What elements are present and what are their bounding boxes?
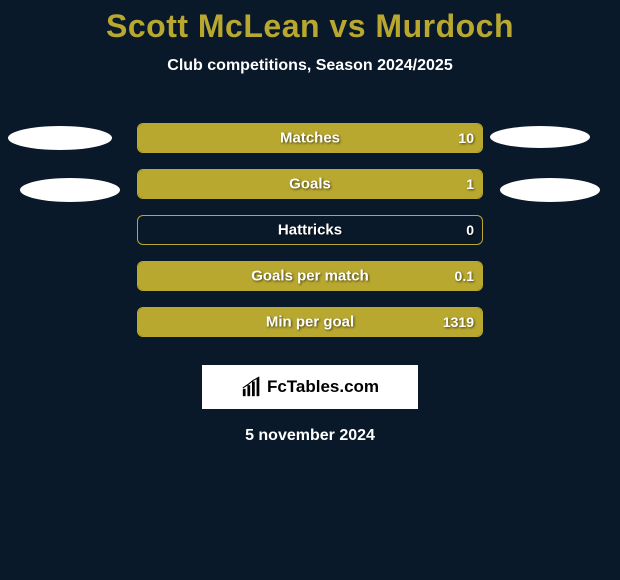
chart-icon bbox=[241, 376, 263, 398]
stat-label: Hattricks bbox=[278, 222, 342, 239]
date-text: 5 november 2024 bbox=[0, 427, 620, 445]
stat-value-right: 10 bbox=[458, 130, 474, 146]
stat-label: Goals bbox=[289, 176, 331, 193]
decorative-ellipse bbox=[20, 178, 120, 202]
stat-bar: Min per goal 1319 bbox=[137, 307, 483, 337]
stat-bar: Matches 10 bbox=[137, 123, 483, 153]
stat-row: Hattricks 0 bbox=[0, 207, 620, 253]
decorative-ellipse bbox=[8, 126, 112, 150]
logo-box: FcTables.com bbox=[202, 365, 418, 409]
stat-bar: Goals 1 bbox=[137, 169, 483, 199]
stat-value-right: 0.1 bbox=[455, 268, 474, 284]
comparison-title: Scott McLean vs Murdoch bbox=[0, 8, 620, 45]
stat-bar: Goals per match 0.1 bbox=[137, 261, 483, 291]
stat-row: Min per goal 1319 bbox=[0, 299, 620, 345]
decorative-ellipse bbox=[500, 178, 600, 202]
stat-value-right: 0 bbox=[466, 222, 474, 238]
stat-label: Min per goal bbox=[266, 314, 354, 331]
logo-content: FcTables.com bbox=[241, 376, 379, 398]
stat-row: Goals per match 0.1 bbox=[0, 253, 620, 299]
logo-text: FcTables.com bbox=[267, 377, 379, 397]
stat-label: Matches bbox=[280, 130, 340, 147]
decorative-ellipse bbox=[490, 126, 590, 148]
subtitle: Club competitions, Season 2024/2025 bbox=[0, 57, 620, 75]
stat-label: Goals per match bbox=[251, 268, 369, 285]
main-container: Scott McLean vs Murdoch Club competition… bbox=[0, 0, 620, 445]
stats-area: Matches 10 Goals 1 Hattricks 0 Goals per match… bbox=[0, 115, 620, 345]
stat-value-right: 1319 bbox=[443, 314, 474, 330]
stat-bar: Hattricks 0 bbox=[137, 215, 483, 245]
stat-value-right: 1 bbox=[466, 176, 474, 192]
